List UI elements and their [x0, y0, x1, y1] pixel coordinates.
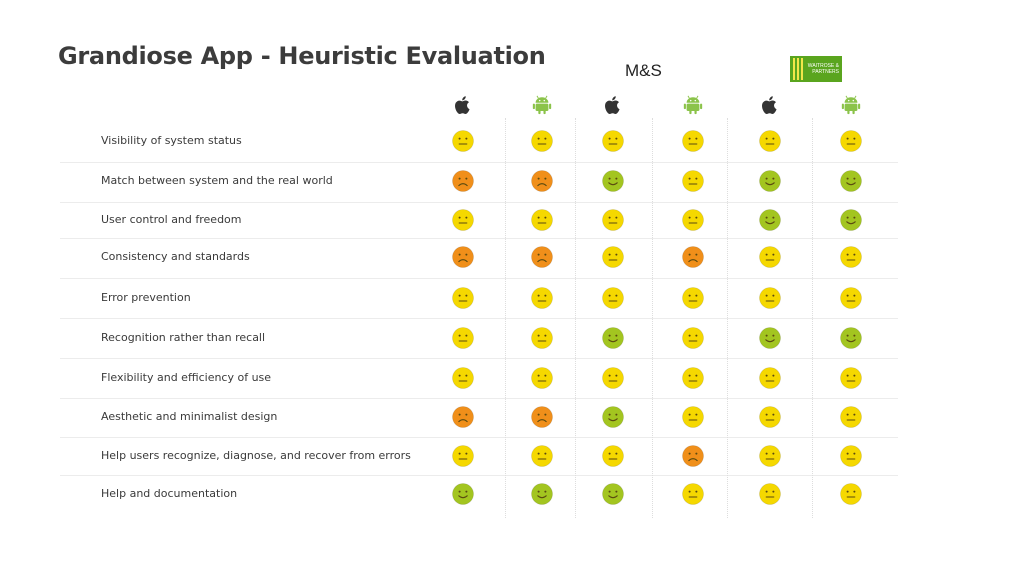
neutral-face-icon [531, 445, 553, 467]
neutral-face-icon [840, 287, 862, 309]
neutral-face-icon [840, 246, 862, 268]
neutral-face-icon [602, 287, 624, 309]
neutral-face-icon [452, 130, 474, 152]
column-divider [812, 118, 813, 518]
neutral-face-icon [452, 327, 474, 349]
neutral-face-icon [602, 130, 624, 152]
happy-face-icon [840, 170, 862, 192]
android-icon [841, 95, 861, 115]
neutral-face-icon [759, 367, 781, 389]
row-divider [60, 238, 898, 239]
row-divider [60, 202, 898, 203]
neutral-face-icon [452, 445, 474, 467]
apple-icon [605, 96, 620, 114]
apple-icon [455, 96, 470, 114]
sad-face-icon [531, 170, 553, 192]
neutral-face-icon [840, 445, 862, 467]
neutral-face-icon [682, 406, 704, 428]
heuristic-label: Aesthetic and minimalist design [101, 410, 278, 423]
neutral-face-icon [682, 287, 704, 309]
waitrose-logo: WAITROSE & PARTNERS [790, 56, 842, 82]
neutral-face-icon [759, 445, 781, 467]
neutral-face-icon [682, 483, 704, 505]
waitrose-logo-text: WAITROSE & PARTNERS [807, 63, 839, 75]
happy-face-icon [452, 483, 474, 505]
heuristic-label: Match between system and the real world [101, 174, 333, 187]
happy-face-icon [759, 327, 781, 349]
page-title: Grandiose App - Heuristic Evaluation [58, 42, 546, 70]
column-divider [505, 118, 506, 518]
neutral-face-icon [759, 130, 781, 152]
heuristic-label: Flexibility and efficiency of use [101, 371, 272, 384]
neutral-face-icon [531, 130, 553, 152]
neutral-face-icon [840, 406, 862, 428]
happy-face-icon [602, 406, 624, 428]
happy-face-icon [602, 327, 624, 349]
heuristic-label: Help users recognize, diagnose, and reco… [101, 449, 411, 462]
neutral-face-icon [840, 483, 862, 505]
happy-face-icon [759, 209, 781, 231]
row-divider [60, 437, 898, 438]
neutral-face-icon [759, 246, 781, 268]
heuristic-label: Recognition rather than recall [101, 331, 266, 344]
happy-face-icon [602, 170, 624, 192]
happy-face-icon [531, 483, 553, 505]
neutral-face-icon [602, 209, 624, 231]
row-divider [60, 475, 898, 476]
heuristic-label: User control and freedom [101, 213, 242, 226]
neutral-face-icon [602, 367, 624, 389]
heuristic-label: Error prevention [101, 291, 191, 304]
column-divider [575, 118, 576, 518]
row-divider [60, 358, 898, 359]
happy-face-icon [759, 170, 781, 192]
neutral-face-icon [452, 209, 474, 231]
neutral-face-icon [840, 367, 862, 389]
sad-face-icon [452, 170, 474, 192]
neutral-face-icon [682, 209, 704, 231]
sad-face-icon [531, 406, 553, 428]
neutral-face-icon [840, 130, 862, 152]
neutral-face-icon [452, 287, 474, 309]
sad-face-icon [682, 445, 704, 467]
neutral-face-icon [682, 130, 704, 152]
sad-face-icon [682, 246, 704, 268]
apple-icon [762, 96, 777, 114]
neutral-face-icon [602, 445, 624, 467]
sad-face-icon [452, 246, 474, 268]
neutral-face-icon [682, 327, 704, 349]
neutral-face-icon [531, 209, 553, 231]
happy-face-icon [602, 483, 624, 505]
heuristic-label: Visibility of system status [101, 134, 242, 147]
column-divider [727, 118, 728, 518]
ms-logo: M&S [625, 61, 662, 80]
neutral-face-icon [452, 367, 474, 389]
sad-face-icon [531, 246, 553, 268]
neutral-face-icon [759, 483, 781, 505]
row-divider [60, 162, 898, 163]
neutral-face-icon [531, 327, 553, 349]
neutral-face-icon [602, 246, 624, 268]
android-icon [683, 95, 703, 115]
neutral-face-icon [682, 367, 704, 389]
neutral-face-icon [531, 287, 553, 309]
android-icon [532, 95, 552, 115]
sad-face-icon [452, 406, 474, 428]
neutral-face-icon [531, 367, 553, 389]
row-divider [60, 278, 898, 279]
happy-face-icon [840, 327, 862, 349]
happy-face-icon [840, 209, 862, 231]
heuristic-label: Consistency and standards [101, 250, 250, 263]
column-divider [652, 118, 653, 518]
heuristic-label: Help and documentation [101, 487, 238, 500]
row-divider [60, 318, 898, 319]
row-divider [60, 398, 898, 399]
neutral-face-icon [759, 406, 781, 428]
neutral-face-icon [682, 170, 704, 192]
neutral-face-icon [759, 287, 781, 309]
